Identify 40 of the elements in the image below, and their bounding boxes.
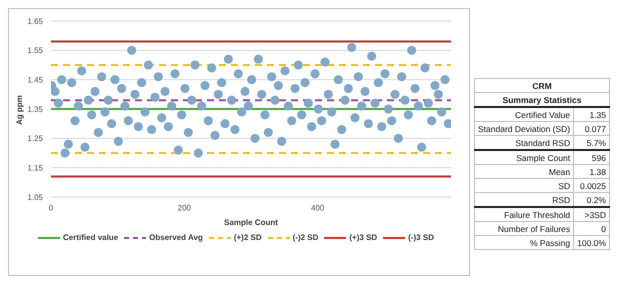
text: Standard RSD — [474, 136, 574, 150]
text: 5.7% — [574, 136, 610, 150]
text: 100.0% — [574, 236, 610, 250]
text: Failure Threshold — [474, 207, 574, 222]
text: SD — [474, 178, 574, 192]
legend-label: (+)3 SD — [349, 233, 378, 242]
text: Certified Value — [474, 107, 574, 122]
text: 0.0025 — [574, 178, 610, 192]
text: >3SD — [574, 207, 610, 222]
legend-label: (-)2 SD — [292, 233, 318, 242]
y-tick-label: 1.45 — [27, 76, 44, 85]
text: 0.2% — [574, 192, 610, 207]
y-tick-label: 1.55 — [27, 46, 44, 56]
y-tick-label: 1.35 — [27, 104, 44, 114]
text: CRM — [474, 78, 610, 92]
text: Summary Statistics — [474, 92, 610, 107]
y-tick-label: 1.65 — [27, 16, 44, 26]
y-tick-label: 1.05 — [27, 192, 44, 202]
x-tick-label: 200 — [178, 204, 192, 213]
legend-label: Observed Avg — [149, 233, 203, 242]
text: Mean — [474, 164, 574, 178]
x-axis-title: Sample Count — [224, 218, 278, 227]
text: Standard Deviation (SD) — [474, 122, 574, 136]
text: 596 — [574, 150, 610, 164]
legend-label: (+)2 SD — [234, 233, 262, 242]
y-tick-label: 1.25 — [27, 134, 44, 144]
y-axis-title: Ag ppm — [14, 95, 24, 125]
text: 0 — [574, 222, 610, 236]
text: 1.38 — [574, 164, 610, 178]
y-tick-label: 1.15 — [27, 164, 44, 173]
legend-label: Certified value — [63, 233, 118, 242]
text: % Passing — [474, 236, 574, 250]
text: Sample Count — [474, 150, 574, 164]
x-tick-label: 0 — [48, 204, 54, 213]
legend-label: (-)3 SD — [408, 233, 434, 242]
text: 0.077 — [574, 122, 610, 136]
text: 1.35 — [574, 107, 610, 122]
text: RSD — [474, 192, 574, 207]
text: Number of Failures — [474, 222, 574, 236]
x-tick-label: 400 — [310, 204, 325, 213]
